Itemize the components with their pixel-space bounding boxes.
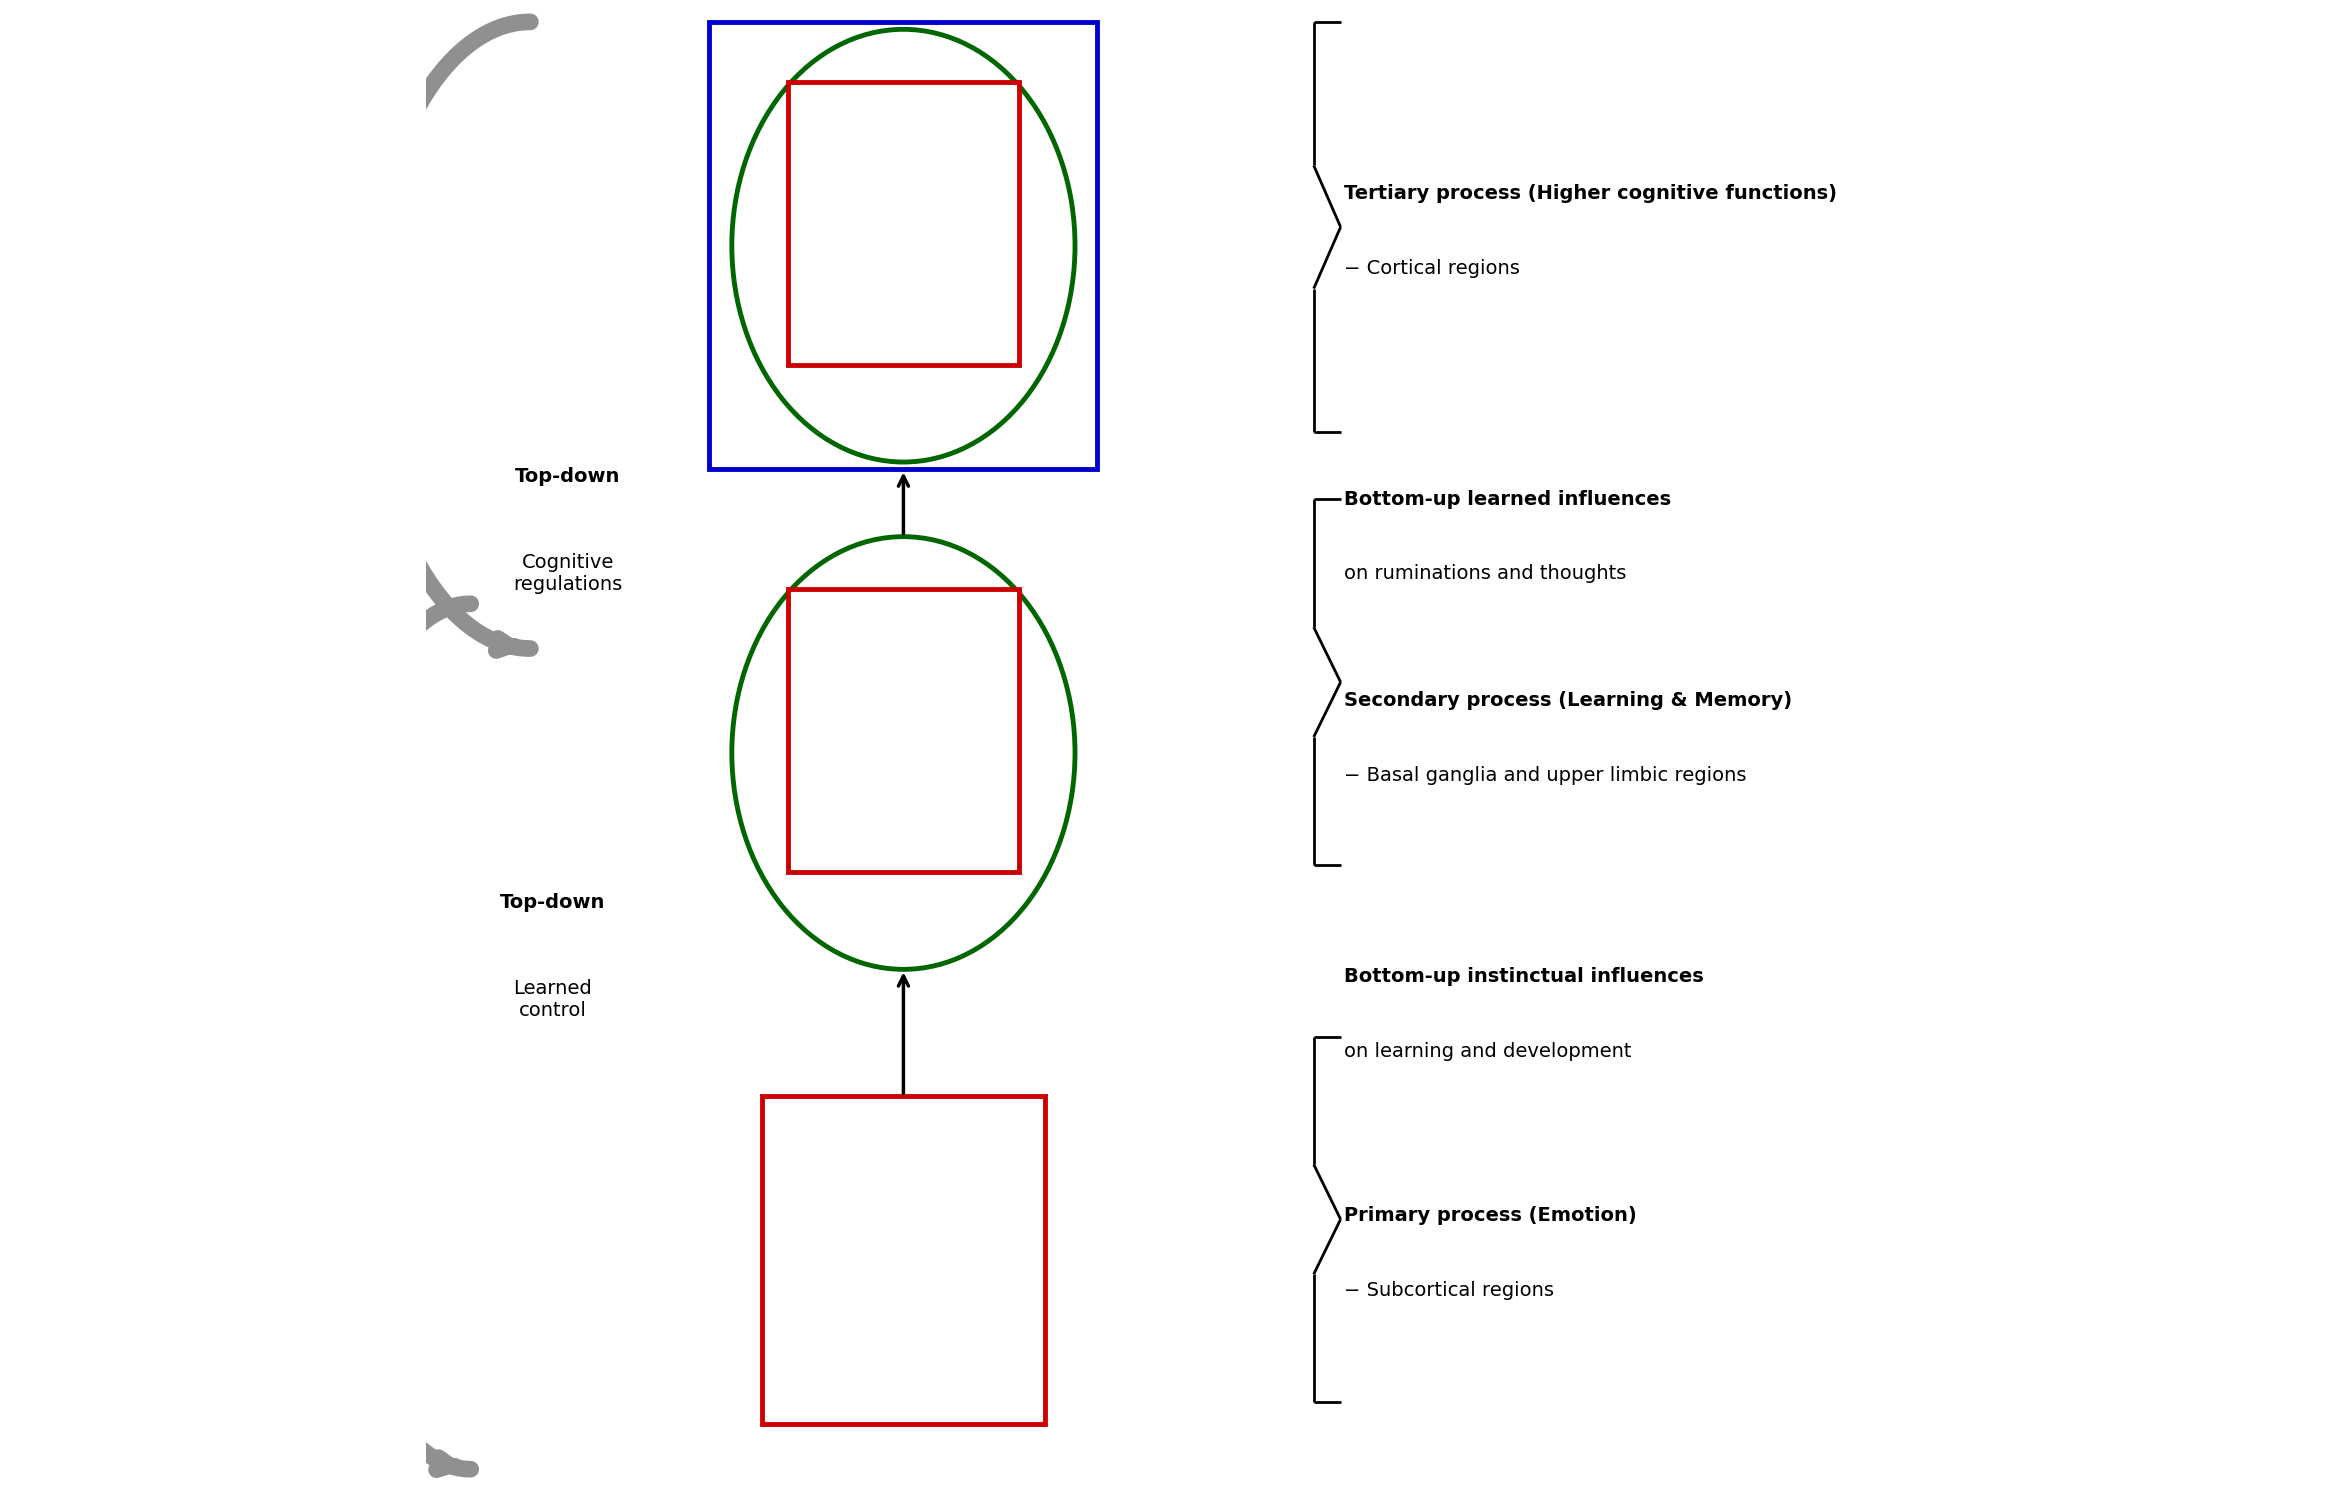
Text: Bottom-up instinctual influences: Bottom-up instinctual influences xyxy=(1343,967,1704,986)
Text: Top-down: Top-down xyxy=(516,467,621,486)
FancyBboxPatch shape xyxy=(788,81,1020,364)
Text: Secondary process (Learning & Memory): Secondary process (Learning & Memory) xyxy=(1343,691,1791,711)
Text: − Subcortical regions: − Subcortical regions xyxy=(1343,1280,1554,1300)
Text: Primary process (Emotion): Primary process (Emotion) xyxy=(1343,1206,1636,1224)
Text: Bottom-up learned influences: Bottom-up learned influences xyxy=(1343,489,1671,509)
Ellipse shape xyxy=(731,536,1076,970)
Text: Cognitive
regulations: Cognitive regulations xyxy=(513,553,621,595)
FancyBboxPatch shape xyxy=(788,589,1020,872)
Text: Tertiary process (Higher cognitive functions): Tertiary process (Higher cognitive funct… xyxy=(1343,184,1838,203)
Text: Top-down: Top-down xyxy=(499,893,605,911)
FancyBboxPatch shape xyxy=(762,1096,1045,1425)
FancyBboxPatch shape xyxy=(710,23,1097,470)
Text: Learned
control: Learned control xyxy=(513,979,593,1020)
Text: − Basal ganglia and upper limbic regions: − Basal ganglia and upper limbic regions xyxy=(1343,767,1746,785)
Text: on learning and development: on learning and development xyxy=(1343,1042,1631,1060)
Text: on ruminations and thoughts: on ruminations and thoughts xyxy=(1343,565,1627,583)
Text: − Cortical regions: − Cortical regions xyxy=(1343,259,1519,277)
Ellipse shape xyxy=(731,29,1076,462)
